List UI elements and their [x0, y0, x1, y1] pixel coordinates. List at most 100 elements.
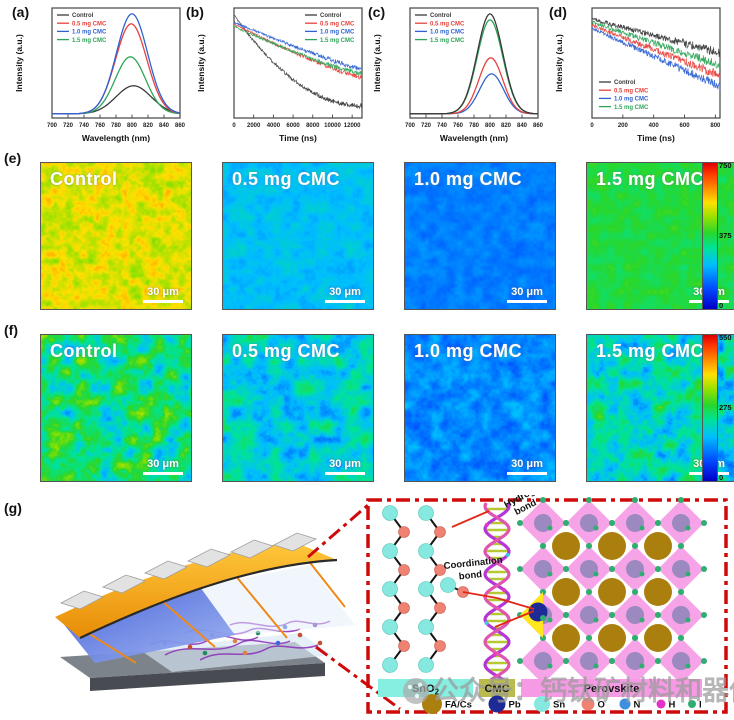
colorbar-gradient	[703, 163, 717, 309]
pb-atom	[626, 606, 644, 624]
scale-bar-text: 30 μm	[147, 457, 179, 470]
pl-map-canvas	[41, 163, 191, 309]
svg-text:Control: Control	[72, 13, 94, 19]
scale-bar-line	[325, 299, 365, 303]
wire-line	[87, 632, 137, 664]
pl-map-canvas	[405, 163, 555, 309]
electrode-pad	[272, 532, 318, 552]
pb-atom	[626, 514, 644, 532]
svg-text:600: 600	[680, 123, 691, 129]
scale-bar: 30 μm	[143, 457, 183, 475]
colorbar-tick-min: 0	[719, 301, 724, 310]
svg-text:8000: 8000	[306, 123, 320, 129]
pl-map-e-05mg: 0.5 mg CMC 30 μm	[222, 162, 374, 310]
colorbar-tick-min: 0	[719, 473, 724, 482]
svg-text:Wavelength (nm): Wavelength (nm)	[440, 133, 508, 143]
svg-text:1.5 mg CMC: 1.5 mg CMC	[320, 38, 355, 44]
iodine-atom	[563, 566, 569, 572]
oxygen-atom	[398, 526, 410, 538]
colorbar-tick-mid: 275	[719, 403, 732, 412]
watermark: 公众号：钙钛矿材料和器件	[403, 675, 734, 706]
map-caption: 1.5 mg CMC	[596, 341, 705, 361]
svg-text:1.5 mg CMC: 1.5 mg CMC	[72, 38, 107, 44]
iodine-atom	[632, 589, 638, 595]
wire-line	[161, 600, 216, 648]
scale-bar-text: 30 μm	[147, 285, 179, 298]
pb-atom	[626, 560, 644, 578]
pl-map-f-05mg: 0.5 mg CMC 30 μm	[222, 334, 374, 482]
svg-text:0.5 mg CMC: 0.5 mg CMC	[72, 21, 107, 27]
pl-map-f-10mg: 1.0 mg CMC 30 μm	[404, 334, 556, 482]
svg-text:Intensity (a.u.): Intensity (a.u.)	[196, 34, 206, 92]
iodine-atom	[678, 589, 684, 595]
atom-legend-swatch	[581, 697, 595, 711]
bond-line	[462, 591, 498, 599]
atom-legend-label: H	[669, 700, 676, 711]
scale-bar-text: 30 μm	[511, 285, 543, 298]
map-caption: Control	[50, 341, 118, 361]
map-caption: 0.5 mg CMC	[232, 169, 341, 189]
scale-bar-text: 30 μm	[511, 457, 543, 470]
svg-text:1.0 mg CMC: 1.0 mg CMC	[72, 30, 107, 36]
oxygen-atom	[434, 564, 446, 576]
svg-text:0: 0	[590, 123, 594, 129]
panel-a-chart: 700 720 740 760 780 800 820 840 860 Wavelength (n…	[8, 0, 186, 152]
panel-label-f: (f)	[4, 322, 18, 338]
iodine-atom	[517, 520, 523, 526]
svg-text:860: 860	[533, 123, 544, 129]
pl-map-canvas	[41, 335, 191, 481]
fa-cs-cation	[644, 624, 672, 652]
pb-atom	[580, 606, 598, 624]
scale-bar-text: 30 μm	[329, 285, 361, 298]
cmc-helix	[483, 502, 511, 686]
iodine-atom	[609, 520, 615, 526]
scale-bar: 30 μm	[325, 285, 365, 303]
svg-text:780: 780	[469, 123, 480, 129]
iodine-atom	[632, 635, 638, 641]
svg-text:820: 820	[143, 123, 154, 129]
fa-cs-cation	[598, 624, 626, 652]
scale-bar-line	[507, 471, 547, 475]
flexible-device-schematic	[55, 532, 355, 691]
fa-cs-cation	[552, 624, 580, 652]
tin-atom	[418, 657, 434, 673]
svg-text:760: 760	[95, 123, 106, 129]
svg-text:12000: 12000	[344, 123, 361, 129]
map-caption: Control	[50, 169, 118, 189]
pl-spectrum-chart-c: 700 720 740 760 780 800 820 840 860 Wavelength (n…	[372, 7, 544, 143]
electrode-pad	[186, 548, 232, 568]
fa-cs-cation	[552, 532, 580, 560]
tin-atom	[382, 657, 398, 673]
iodine-atom	[540, 497, 546, 503]
svg-text:0.5 mg CMC: 0.5 mg CMC	[320, 21, 355, 27]
oxygen-atom	[434, 602, 446, 614]
layer-bar-label: Perovskite	[584, 683, 640, 695]
iodine-atom	[678, 543, 684, 549]
oxygen-atom	[434, 640, 446, 652]
iodine-atom	[678, 497, 684, 503]
iodine-atom	[517, 566, 523, 572]
svg-text:760: 760	[453, 123, 464, 129]
svg-text:Time (ns): Time (ns)	[279, 133, 317, 143]
iodine-atom	[655, 612, 661, 618]
iodine-atom	[701, 658, 707, 664]
panel-label-a: (a)	[12, 4, 30, 20]
fa-cs-cation	[598, 578, 626, 606]
map-caption: 0.5 mg CMC	[232, 341, 341, 361]
svg-text:1.0 mg CMC: 1.0 mg CMC	[430, 30, 465, 36]
svg-text:700: 700	[47, 123, 58, 129]
helix-strand	[483, 502, 511, 686]
atom-legend-swatch	[534, 696, 550, 712]
svg-text:800: 800	[710, 123, 721, 129]
scale-bar-line	[325, 471, 365, 475]
iodine-atom	[678, 635, 684, 641]
svg-text:Intensity (a.u.): Intensity (a.u.)	[14, 34, 24, 92]
svg-text:860: 860	[175, 123, 186, 129]
trpl-decay-chart-d: 0 200 400 600 800 Time (ns) Intensity (a.u.) Co…	[554, 7, 721, 143]
scale-bar: 30 μm	[143, 285, 183, 303]
perovskite-lattice	[517, 497, 707, 687]
layer-bar	[521, 679, 702, 697]
magnifier-leader-bottom	[315, 645, 401, 711]
wire-line	[234, 574, 288, 639]
scale-bar: 30 μm	[325, 458, 365, 475]
